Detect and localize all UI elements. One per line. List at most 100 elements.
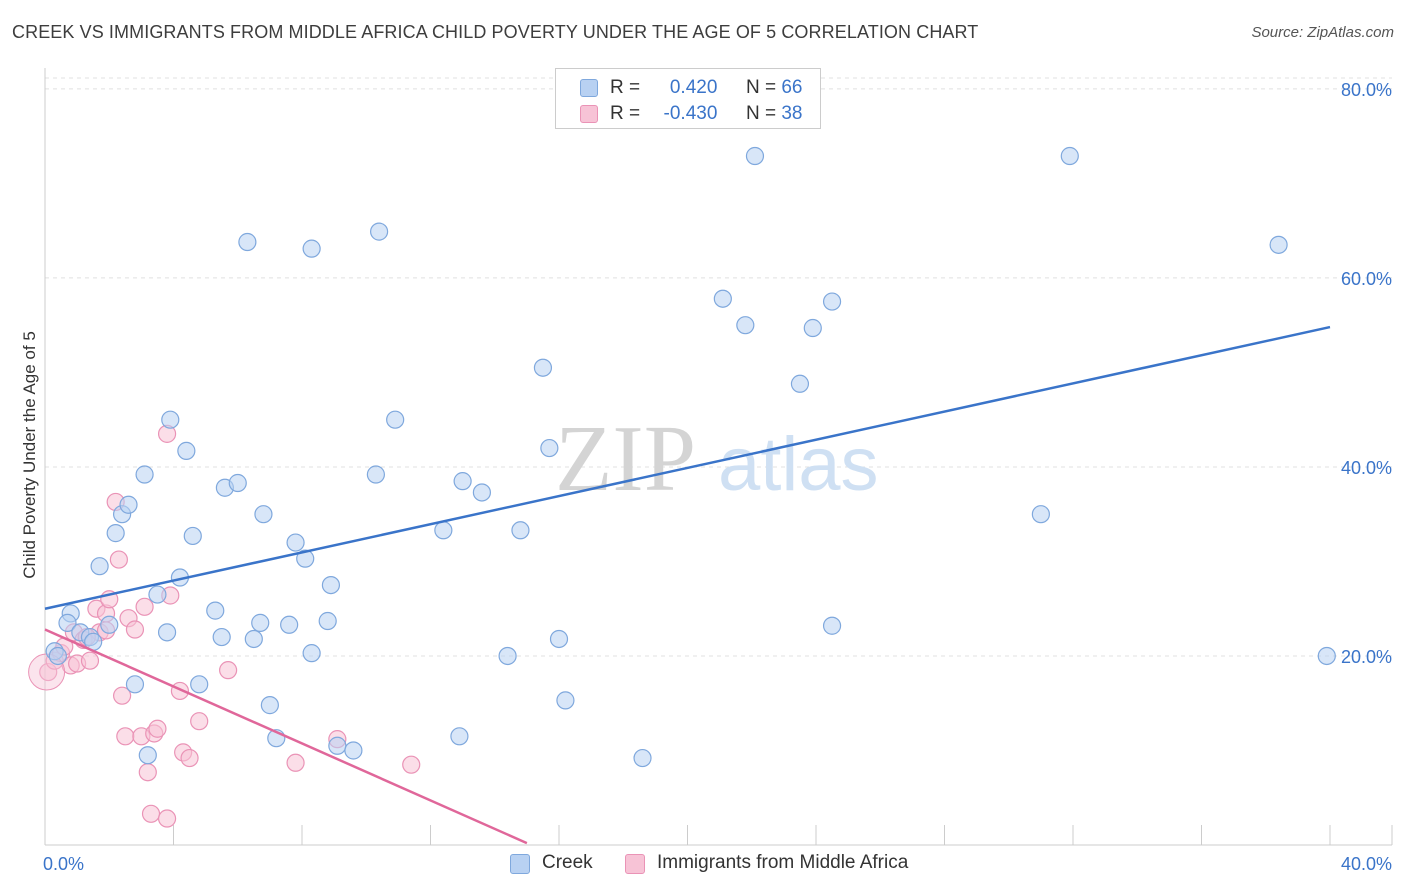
bottom-legend-swatch-immigrants [625, 854, 645, 874]
bottom-legend-swatch-creek [510, 854, 530, 874]
bottom-legend-label-creek: Creek [542, 852, 593, 873]
point-creek [286, 533, 305, 552]
point-creek [533, 358, 553, 377]
watermark-zip: ZIP [555, 407, 696, 511]
point-creek [90, 557, 109, 576]
point-creek [135, 465, 154, 484]
legend-n-label: N = [745, 103, 777, 124]
point-creek [745, 146, 765, 166]
legend-box: R = 0.420 N = 66 R = -0.430 N = 38 [555, 68, 821, 129]
point-creek [370, 222, 389, 241]
point-immigrants [125, 620, 145, 639]
point-immigrants [219, 661, 238, 680]
chart-title: CREEK VS IMMIGRANTS FROM MIDDLE AFRICA C… [12, 22, 979, 42]
point-immigrants [116, 727, 135, 746]
point-creek [549, 629, 569, 649]
point-creek [190, 675, 209, 694]
point-creek [633, 748, 652, 768]
legend-r-value: -0.430 [663, 103, 718, 124]
source-note: Source: ZipAtlas.com [1251, 24, 1394, 41]
points-creek [45, 146, 1336, 768]
point-immigrants [402, 755, 421, 774]
trend-lines [44, 325, 1331, 845]
point-creek [450, 727, 469, 746]
bottom-legend: Creek Immigrants from Middle Africa [0, 852, 1406, 878]
point-creek [296, 549, 315, 568]
point-immigrants [141, 804, 161, 823]
point-creek [540, 438, 559, 458]
point-creek [228, 473, 247, 493]
point-creek [344, 741, 363, 760]
y-tick-label: 80.0% [1341, 80, 1392, 100]
legend-swatch-creek [580, 79, 598, 97]
point-creek [206, 601, 225, 620]
point-creek [321, 575, 341, 595]
point-immigrants [180, 748, 199, 768]
trend-line-immigrants [44, 628, 528, 845]
point-creek [556, 691, 575, 710]
point-immigrants [190, 712, 209, 731]
x-tick-label: 40.0% [1341, 854, 1392, 874]
point-immigrants [109, 550, 128, 569]
y-tick-label: 20.0% [1341, 647, 1392, 667]
point-creek [318, 611, 337, 631]
x-tick-label: 0.0% [43, 854, 84, 874]
point-creek [302, 644, 321, 663]
point-immigrants [148, 719, 167, 738]
point-creek [822, 616, 842, 635]
point-creek [125, 675, 145, 694]
legend-r-value: 0.420 [669, 77, 718, 98]
point-creek [498, 646, 517, 666]
point-creek [100, 615, 119, 634]
y-tick-label: 60.0% [1341, 269, 1392, 289]
point-creek [1060, 146, 1079, 166]
point-creek [822, 292, 842, 311]
point-immigrants [286, 753, 305, 772]
point-creek [138, 746, 157, 765]
point-creek [251, 613, 270, 632]
point-creek [713, 289, 732, 308]
point-creek [1031, 505, 1050, 524]
point-creek [260, 696, 279, 715]
point-immigrants [112, 686, 132, 705]
point-creek [244, 629, 263, 649]
point-creek [238, 232, 257, 252]
point-creek [1269, 235, 1288, 254]
point-immigrants [138, 763, 157, 782]
point-immigrants [157, 809, 177, 828]
point-creek [472, 483, 491, 502]
point-creek [328, 736, 347, 755]
point-creek [302, 239, 321, 258]
bottom-legend-label-immigrants: Immigrants from Middle Africa [657, 852, 909, 873]
point-creek [790, 374, 810, 393]
point-creek [148, 585, 167, 604]
point-creek [280, 615, 299, 634]
point-creek [511, 521, 530, 540]
point-creek [58, 613, 77, 632]
watermark-atlas: atlas [718, 422, 879, 507]
grid-lines [45, 77, 1392, 657]
point-creek [386, 410, 405, 429]
legend-r-label: R = [610, 77, 641, 98]
point-creek [212, 627, 231, 647]
tick-labels: 20.0% 40.0% 60.0% 80.0% 0.0% 40.0% [43, 80, 1392, 874]
point-creek [453, 472, 472, 491]
legend-r-label: R = [610, 103, 641, 124]
point-creek [254, 505, 273, 524]
y-tick-label: 40.0% [1341, 458, 1392, 478]
point-creek [366, 465, 385, 484]
legend-n-value: 38 [781, 103, 803, 124]
point-immigrants [135, 597, 154, 616]
point-creek [177, 441, 196, 460]
point-creek [119, 495, 138, 514]
point-creek [48, 646, 67, 666]
point-creek [736, 316, 755, 335]
legend-n-value: 66 [781, 77, 803, 98]
point-creek [161, 410, 180, 429]
point-creek [183, 526, 202, 546]
point-creek [157, 623, 177, 642]
point-creek [434, 521, 453, 540]
point-creek [803, 318, 822, 338]
legend-swatch-immigrants [580, 105, 598, 123]
point-creek [1317, 646, 1336, 666]
